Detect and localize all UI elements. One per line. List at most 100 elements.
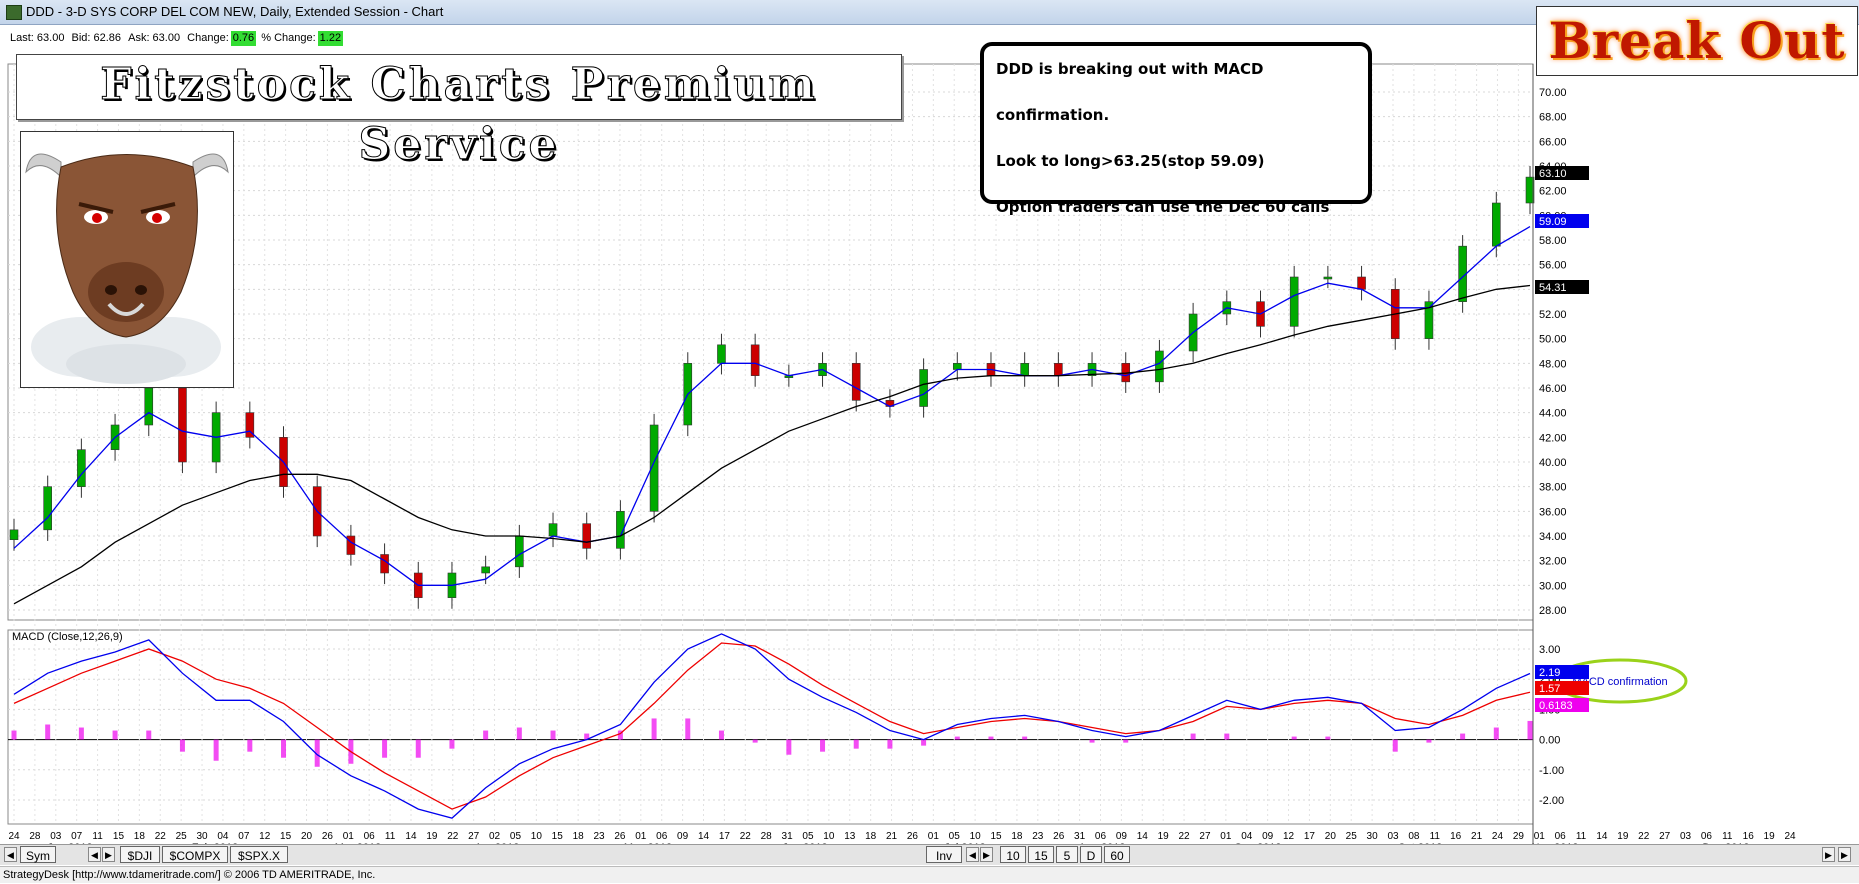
breakout-logo: Break Out [1536,6,1858,76]
last-price: Last: 63.00 [10,32,65,44]
candle-body [43,486,52,531]
window-title: DDD - 3-D SYS CORP DEL COM NEW, Daily, E… [26,4,444,19]
price-tick-label: 44.00 [1539,408,1567,420]
date-tick-label: 20 [1325,831,1337,842]
period-d[interactable]: D [1080,846,1102,863]
tab-scroll-left[interactable]: ◀ [88,847,101,862]
price-badge-label: 59.09 [1539,216,1567,228]
date-tick-label: 10 [531,831,543,842]
candle-body [1525,176,1535,204]
price-tick-label: 38.00 [1539,482,1567,494]
candle-body [1323,276,1333,280]
macd-histogram-bar [281,739,287,758]
candle-body [616,511,625,549]
candle-body [1424,301,1434,339]
period-5[interactable]: 5 [1056,846,1078,863]
date-tick-label: 11 [1576,831,1587,842]
period-5-label: 5 [1063,849,1071,863]
bull-image [20,131,234,388]
price-tick-label: 68.00 [1539,112,1567,124]
date-tick-label: 30 [1367,831,1379,842]
price-tick-label: 66.00 [1539,136,1567,148]
change-label: Change: [187,32,229,44]
candle-body [1155,350,1164,383]
date-tick-label: 05 [949,831,961,842]
trade-note-box: DDD is breaking out with MACD confirmati… [980,42,1372,216]
macd-histogram-bar [1527,720,1533,740]
macd-histogram-bar [483,730,489,740]
tab-dji[interactable]: $DJI [120,846,160,863]
date-tick-label: 12 [259,831,271,842]
price-badge [1535,166,1589,180]
tab-compx[interactable]: $COMPX [162,846,228,863]
price-tick-label: 34.00 [1539,531,1567,543]
change-value: 0.76 [230,31,257,46]
macd-histogram-bar [112,730,118,740]
price-tick-label: 46.00 [1539,383,1567,395]
macd-histogram-bar [921,739,927,746]
candle-body [717,344,726,364]
macd-line [13,633,1531,819]
macd-histogram-bar [213,739,219,761]
scroll-first-button[interactable]: ◀ [4,847,17,862]
macd-histogram-bar [1426,739,1432,743]
candle-body [178,387,187,463]
pct-change-label: % Change: [261,32,316,44]
macd-tick-label: 0.00 [1539,735,1560,747]
macd-histogram-bar [11,730,17,740]
macd-badge-label: 2.19 [1539,667,1560,679]
macd-note: MACD confirmation [1572,676,1667,688]
date-tick-label: 09 [1116,831,1128,842]
date-tick-label: 16 [1450,831,1462,842]
macd-tick-label: -2.00 [1539,795,1564,807]
period-15[interactable]: 15 [1028,846,1054,863]
macd-histogram-bar [247,739,253,752]
tab-scroll-right[interactable]: ▶ [102,847,115,862]
date-tick-label: 19 [1764,831,1776,842]
date-tick-label: 01 [635,831,647,842]
fitzstock-banner: Fitzstock Charts Premium Service [16,54,902,171]
bid-price: Bid: 62.86 [71,32,122,44]
date-tick-label: 14 [698,831,710,842]
candle-body [851,363,861,401]
scroll-right-button[interactable]: ▶ [1822,847,1835,862]
period-d-label: D [1086,849,1096,863]
candle-body [919,369,928,407]
date-tick-label: 20 [301,831,313,842]
period-10[interactable]: 10 [1000,846,1026,863]
date-tick-label: 05 [802,831,814,842]
period-60[interactable]: 60 [1104,846,1130,863]
date-tick-label: 02 [489,831,501,842]
date-tick-label: 12 [1283,831,1295,842]
macd-histogram-bar [1123,739,1129,743]
price-badge-label: 63.10 [1539,168,1567,180]
macd-histogram-bar [1325,736,1331,740]
date-tick-label: 22 [1179,831,1191,842]
note-line-3: Option traders can use the Dec 60 calls [996,198,1330,216]
date-tick-label: 04 [217,831,229,842]
inv-selector[interactable]: Inv [926,846,962,863]
date-tick-label: 14 [405,831,417,842]
macd-histogram-bar [584,733,590,740]
date-tick-label: 23 [593,831,605,842]
date-tick-label: 19 [1158,831,1170,842]
period-scroll-left[interactable]: ◀ [966,847,979,862]
period-scroll-right[interactable]: ▶ [980,847,993,862]
macd-badge [1535,698,1589,712]
sym-selector[interactable]: Sym [20,846,56,863]
macd-badge [1535,665,1589,679]
macd-histogram-bar [449,739,455,749]
note-line-1: DDD is breaking out with MACD confirmati… [996,60,1264,124]
date-tick-label: 06 [1095,831,1107,842]
candlesticks [9,166,1535,609]
date-tick-label: 06 [1555,831,1567,842]
period-10-label: 10 [1006,849,1020,863]
price-tick-label: 30.00 [1539,580,1567,592]
date-tick-label: 25 [176,831,188,842]
scroll-last-button[interactable]: ▶ [1838,847,1851,862]
date-tick-label: 28 [29,831,41,842]
pct-change-value: 1.22 [317,31,344,46]
candle-body [1020,363,1029,376]
period-60-label: 60 [1110,849,1124,863]
tab-spx[interactable]: $SPX.X [230,846,288,863]
